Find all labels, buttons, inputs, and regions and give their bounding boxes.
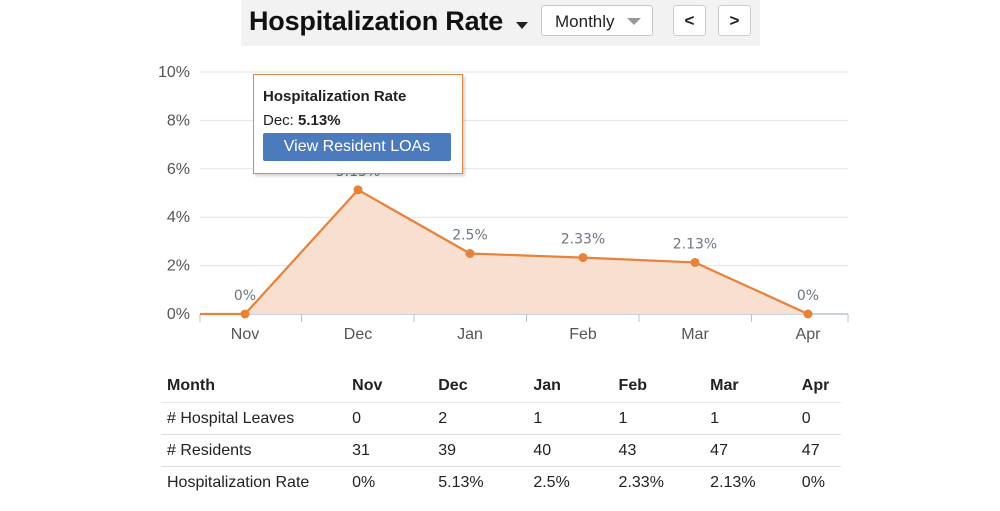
tooltip-value-line: Dec: 5.13%	[263, 112, 341, 129]
table-cell: 2.5%	[527, 466, 613, 498]
tooltip-month: Dec:	[263, 112, 294, 129]
data-point	[690, 257, 700, 267]
table-cell: Hospitalization Rate	[161, 466, 347, 498]
table-header-cell: Feb	[618, 376, 647, 394]
table-header-cell: Mar	[710, 376, 739, 394]
x-tick-label: Nov	[231, 326, 259, 343]
table-cell: 31	[346, 434, 433, 467]
table-cell: # Hospital Leaves	[161, 402, 347, 435]
previous-period-button[interactable]: <	[673, 5, 706, 36]
data-point	[578, 253, 588, 263]
table-header-cell: Apr	[801, 376, 830, 394]
chart-tooltip: Hospitalization Rate Dec: 5.13% View Res…	[253, 74, 463, 174]
table-header-cell: Jan	[533, 376, 561, 394]
data-point	[240, 309, 250, 319]
table-header-cell: Month	[167, 376, 215, 394]
chart-title[interactable]: Hospitalization Rate	[249, 6, 504, 36]
tooltip-title: Hospitalization Rate	[263, 88, 407, 105]
table-header-cell: Nov	[352, 376, 383, 394]
table-cell: 0	[795, 402, 841, 435]
table-cell: 39	[432, 434, 528, 467]
chevron-down-icon[interactable]	[516, 22, 528, 29]
period-dropdown-value: Monthly	[555, 12, 615, 31]
table-cell: 47	[704, 434, 796, 467]
y-tick-label: 0%	[167, 306, 190, 323]
table-cell: 43	[612, 434, 705, 467]
y-tick-label: 10%	[158, 64, 190, 81]
y-tick-label: 2%	[167, 258, 190, 275]
data-point	[803, 309, 813, 319]
table-cell: 2.33%	[612, 466, 705, 498]
x-tick-label: Jan	[457, 326, 483, 343]
y-tick-label: 8%	[167, 112, 190, 129]
table-row: # Residents 31 39 40 43 47 47	[161, 434, 841, 467]
table-cell: 1	[527, 402, 613, 435]
table-cell: # Residents	[161, 434, 347, 467]
next-period-button[interactable]: >	[718, 5, 751, 36]
x-tick-label: Feb	[569, 326, 597, 343]
y-tick-label: 6%	[167, 161, 190, 178]
x-tick-label: Dec	[344, 326, 372, 343]
summary-table: Month Nov Dec Jan Feb Mar Apr # Hospital…	[161, 369, 841, 498]
hospitalization-rate-chart: 0% 2% 4% 6% 8% 10% Nov Dec Jan Feb Mar Apr 0% 5.13% 2.…	[158, 64, 849, 343]
series-area	[200, 189, 808, 314]
data-point	[465, 249, 475, 258]
table-row: # Hospital Leaves 0 2 1 1 1 0	[161, 402, 841, 435]
data-label: 0%	[234, 288, 256, 304]
table-header-cell: Dec	[438, 376, 468, 394]
y-tick-label: 4%	[167, 209, 190, 226]
table-cell: 47	[795, 434, 841, 467]
table-cell: 40	[527, 434, 613, 467]
table-cell: 0%	[795, 466, 841, 498]
period-dropdown[interactable]: Monthly	[541, 5, 653, 36]
table-header-row: Month Nov Dec Jan Feb Mar Apr	[161, 369, 841, 403]
data-label: 2.13%	[673, 236, 717, 252]
chart-header: Hospitalization Rate Monthly < >	[241, 0, 760, 46]
table-cell: 0%	[346, 466, 433, 498]
table-cell: 2	[432, 402, 528, 435]
data-label: 0%	[797, 288, 819, 304]
table-cell: 1	[612, 402, 705, 435]
data-point	[353, 185, 363, 195]
table-cell: 0	[346, 402, 433, 435]
table-row: Hospitalization Rate 0% 5.13% 2.5% 2.33%…	[161, 466, 841, 498]
tooltip-value: 5.13%	[298, 112, 341, 129]
table-cell: 5.13%	[432, 466, 528, 498]
x-tick-label: Mar	[681, 326, 709, 343]
view-resident-loas-button[interactable]: View Resident LOAs	[263, 133, 451, 161]
table-cell: 2.13%	[704, 466, 796, 498]
x-tick-label: Apr	[796, 326, 822, 343]
data-label: 2.5%	[452, 228, 488, 244]
table-cell: 1	[704, 402, 796, 435]
data-label: 2.33%	[561, 232, 605, 248]
dropdown-caret-icon	[627, 18, 641, 25]
